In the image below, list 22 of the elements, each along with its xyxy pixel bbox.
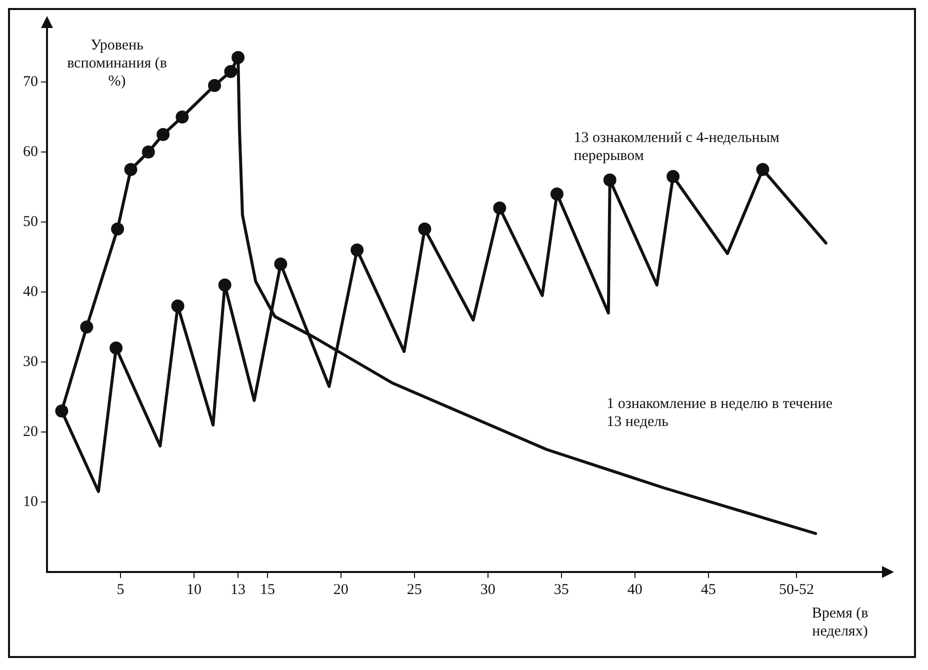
x-tick-label: 35 (554, 582, 569, 598)
text: 1 ознакомление в неделю в течение 13 недель (606, 396, 833, 430)
series-label: 13 ознакомлений с 4-недельным перерывом (574, 130, 780, 164)
y-tick-label: 20 (23, 424, 38, 440)
x-tick-label: 30 (480, 582, 496, 598)
x-tick-label: 13 (230, 582, 246, 598)
y-tick-label: 40 (23, 284, 38, 300)
y-tick-label: 30 (23, 354, 38, 370)
x-tick-label: 15 (260, 582, 275, 598)
x-tick-label: 50-52 (779, 582, 814, 598)
x-tick-label: 20 (333, 582, 348, 598)
x-tick-label: 25 (406, 582, 422, 598)
x-tick-label: 10 (186, 582, 202, 598)
x-tick-label: 40 (627, 582, 642, 598)
x-tick-label: 45 (700, 582, 716, 598)
y-tick-label: 50 (23, 214, 38, 230)
y-tick-label: 70 (23, 74, 38, 90)
y-tick-label: 10 (23, 494, 38, 510)
y-tick-label: 60 (23, 144, 38, 160)
x-tick-label: 5 (116, 582, 124, 598)
y-axis-title: Уровень вспоминания (в %) (67, 37, 167, 90)
x-axis-title: Время (в неделях) (812, 605, 868, 640)
